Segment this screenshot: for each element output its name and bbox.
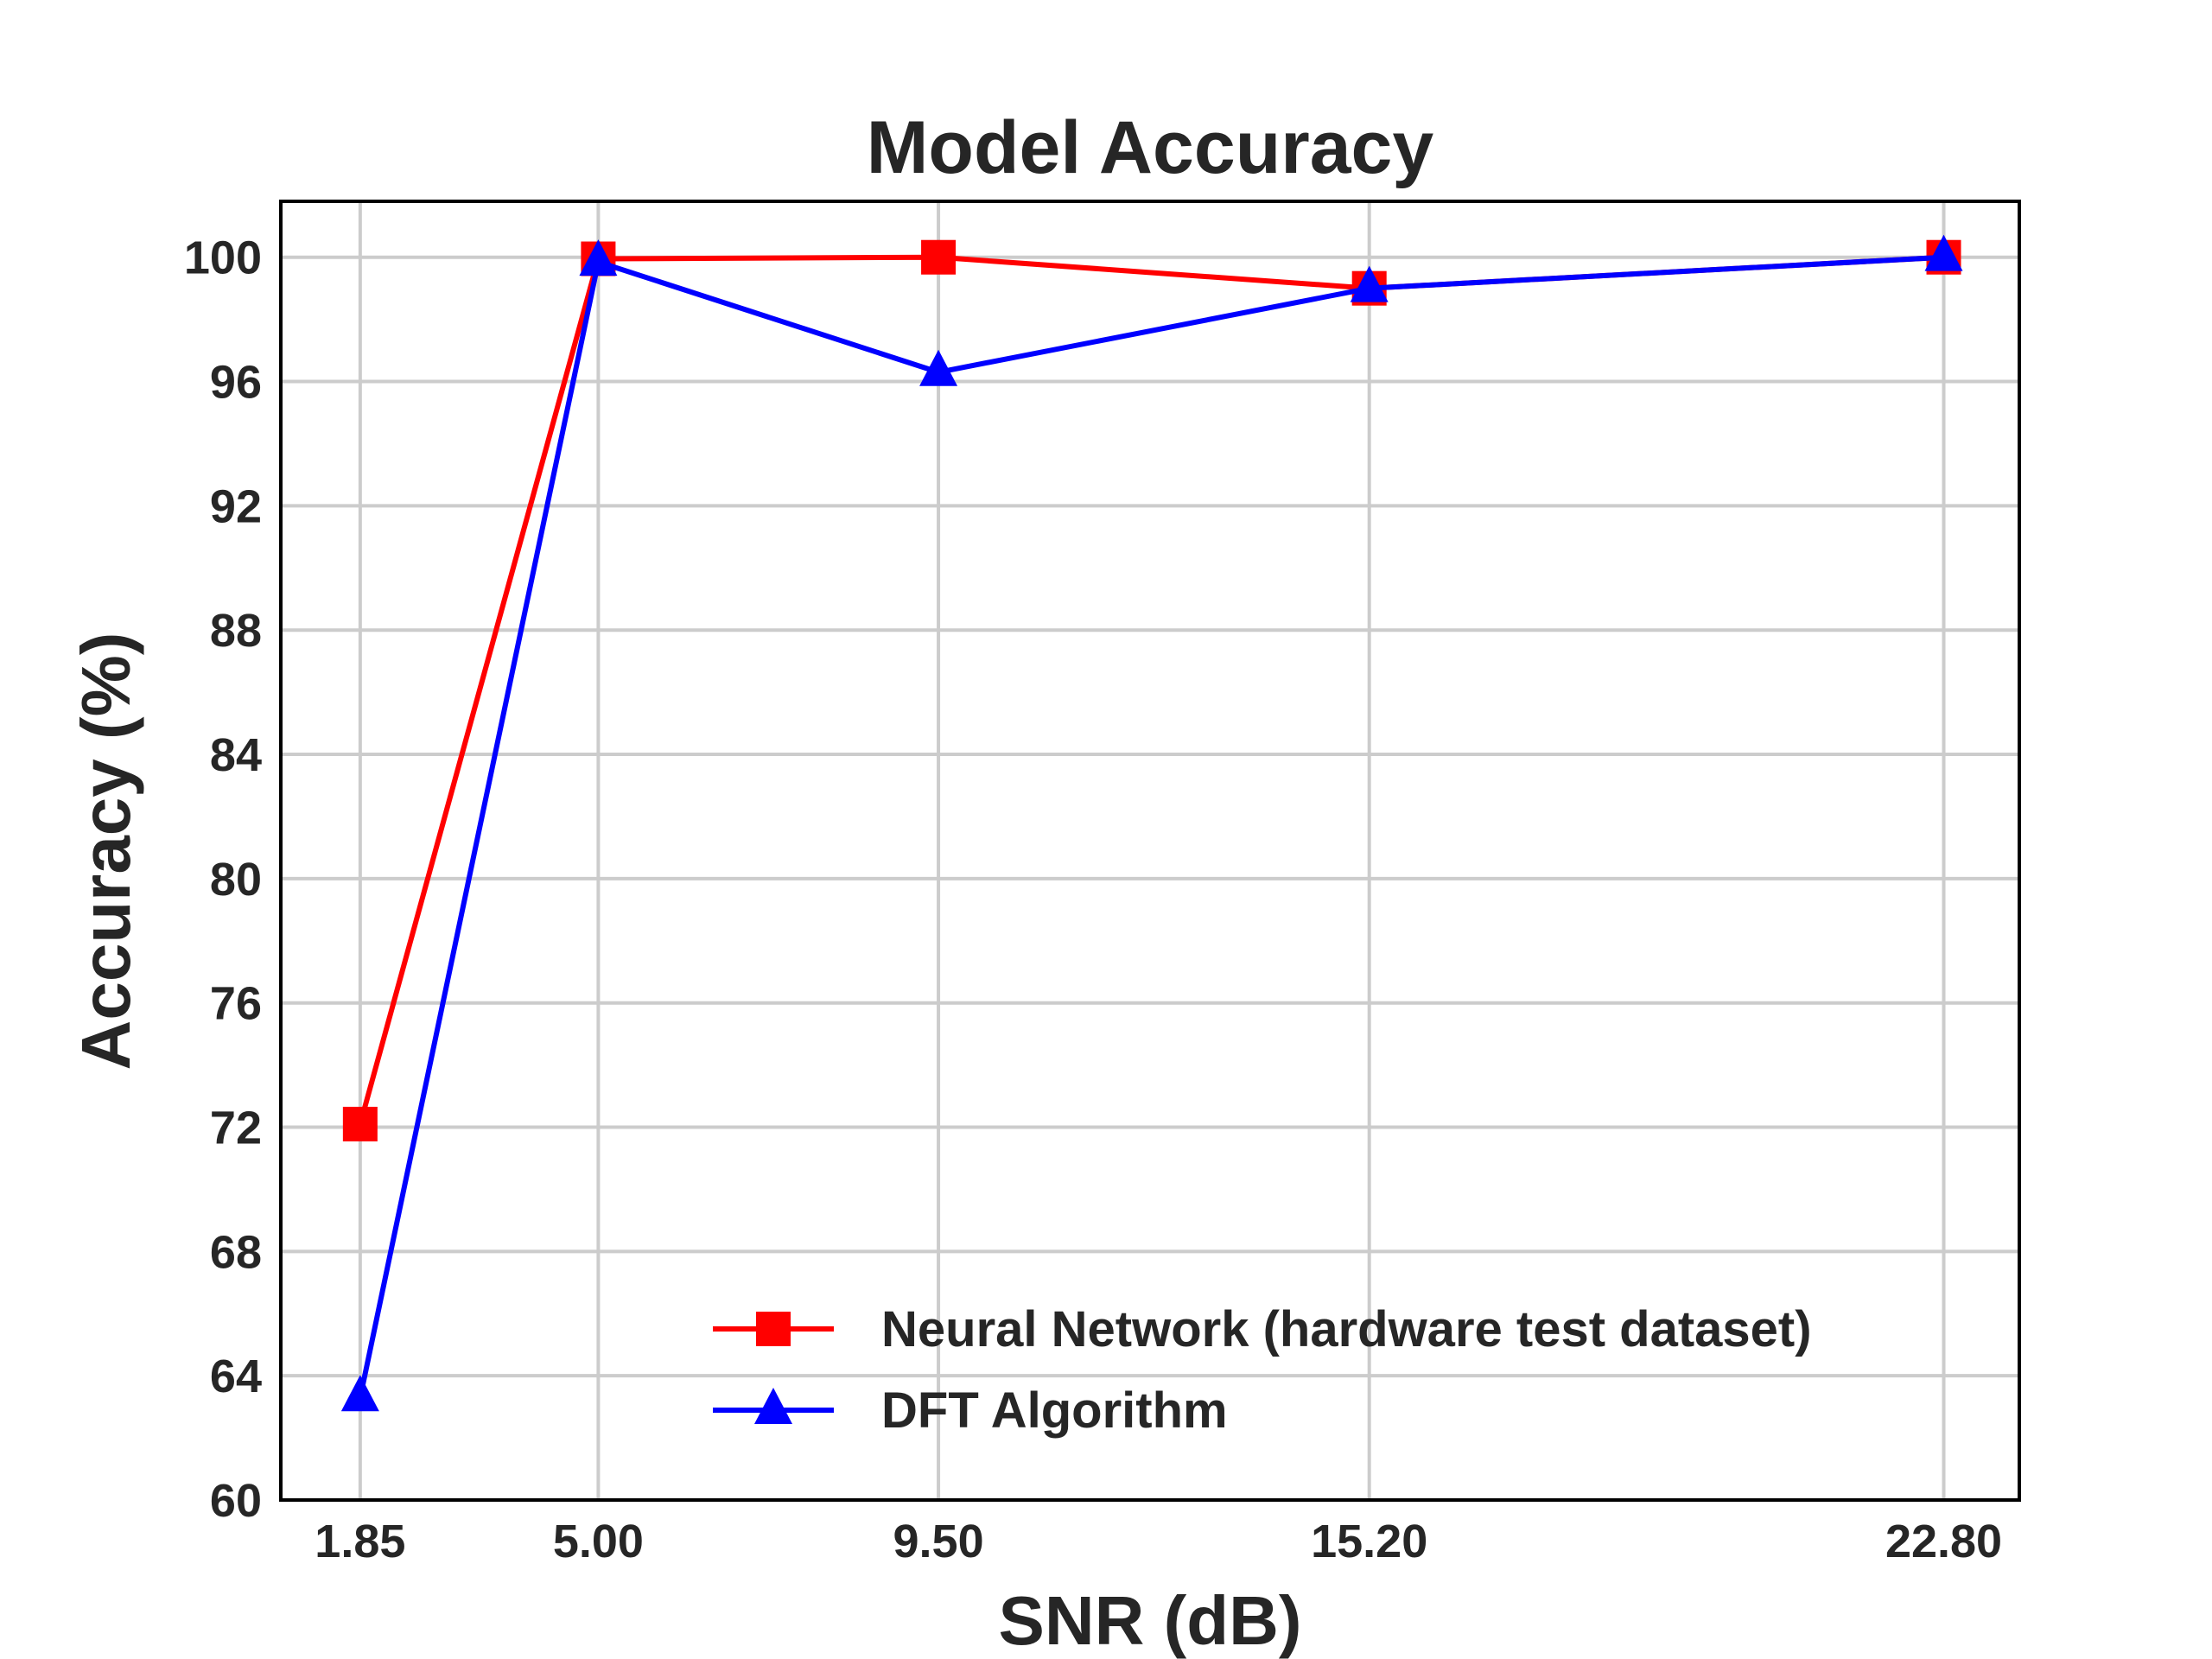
tick-layer: 60 64 68 72 76 80 84 88 92 96 100 1.85 5.00 9.50 15.20…	[184, 232, 2002, 1567]
legend-triangle-marker	[754, 1387, 792, 1424]
x-tick-label: 9.50	[893, 1516, 984, 1567]
y-tick-label: 72	[210, 1103, 262, 1154]
chart-title: Model Accuracy	[867, 106, 1434, 189]
y-tick-label: 80	[210, 854, 262, 906]
series-1	[342, 239, 1961, 1141]
triangle-marker	[340, 1375, 379, 1412]
legend-label: DFT Algorithm	[881, 1382, 1228, 1439]
triangle-marker	[1350, 265, 1389, 302]
triangle-marker	[1924, 234, 1963, 271]
plot-frame	[279, 200, 2021, 1502]
square-marker	[921, 239, 957, 275]
legend: Neural Network (hardware test dataset) DF…	[713, 1301, 1812, 1439]
triangle-marker	[919, 349, 958, 386]
grid-layer	[281, 201, 2019, 1502]
y-tick-label: 64	[210, 1351, 262, 1402]
x-tick-label: 5.00	[553, 1516, 644, 1567]
y-tick-label: 92	[210, 480, 262, 532]
y-tick-label: 68	[210, 1226, 262, 1278]
x-tick-label: 1.85	[315, 1516, 405, 1567]
legend-square-marker	[756, 1312, 791, 1346]
y-axis-label: Accuracy (%)	[67, 632, 144, 1071]
x-tick-label: 15.20	[1311, 1516, 1427, 1567]
y-tick-label: 76	[210, 978, 262, 1030]
y-tick-label: 84	[210, 729, 262, 781]
y-tick-label: 96	[210, 357, 262, 409]
x-tick-label: 22.80	[1885, 1516, 2002, 1567]
y-tick-label: 100	[184, 232, 262, 284]
series-2	[340, 234, 1963, 1412]
triangle-marker	[579, 239, 618, 276]
legend-entry: DFT Algorithm	[713, 1382, 1228, 1439]
x-axis-label: SNR (dB)	[998, 1582, 1301, 1659]
y-tick-label: 60	[210, 1475, 262, 1527]
y-tick-label: 88	[210, 605, 262, 657]
square-marker	[342, 1106, 378, 1141]
legend-label: Neural Network (hardware test dataset)	[881, 1301, 1812, 1357]
series-layer	[340, 234, 1963, 1412]
legend-entry: Neural Network (hardware test dataset)	[713, 1301, 1812, 1357]
